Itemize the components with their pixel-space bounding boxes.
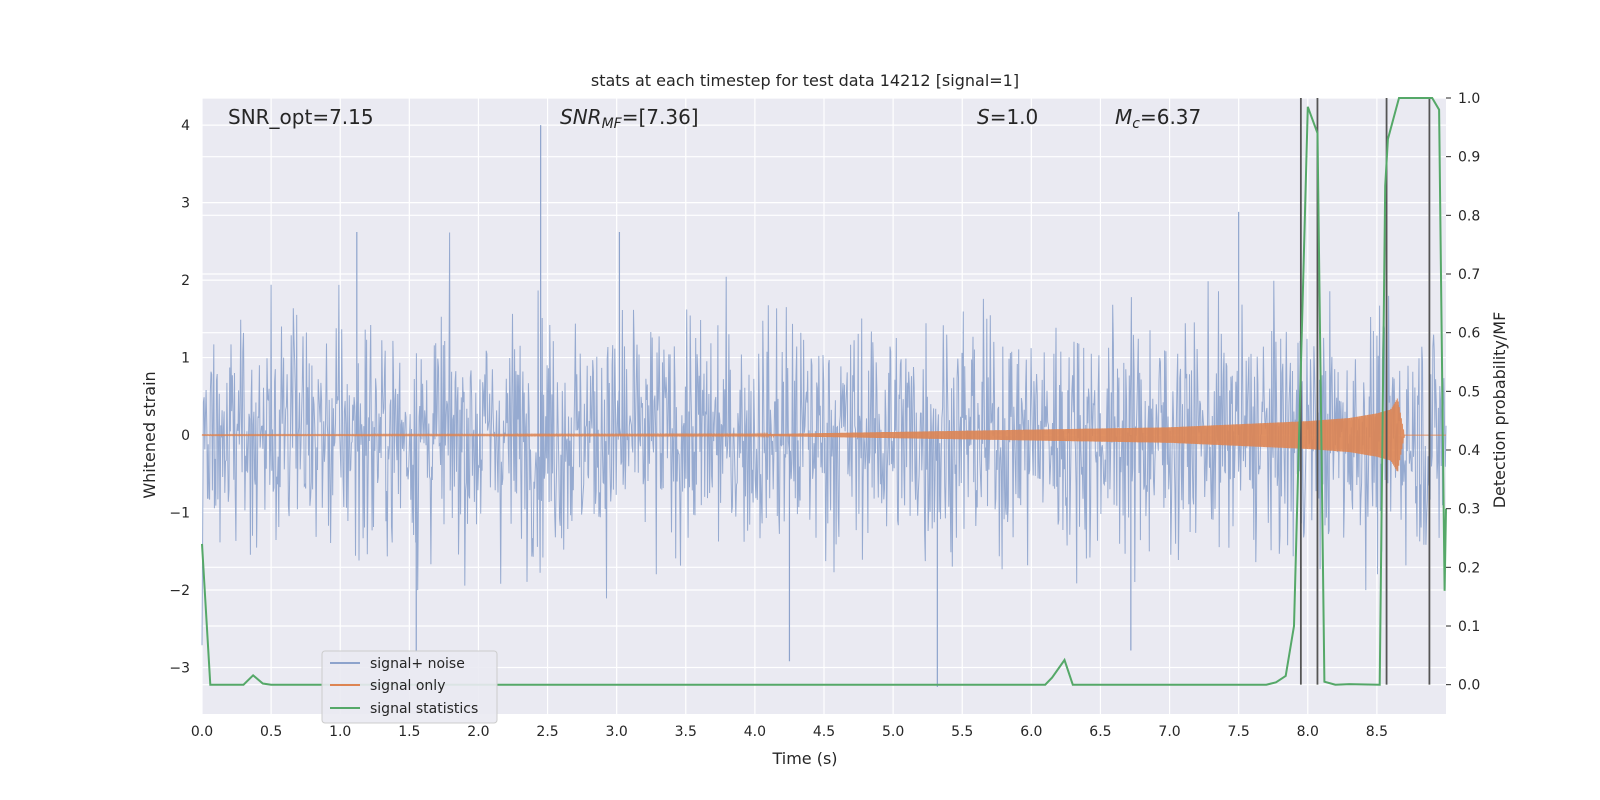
y-right-tick-label: 0.4 xyxy=(1458,443,1480,459)
x-tick-label: 3.0 xyxy=(606,724,628,740)
legend-box xyxy=(321,650,498,724)
statistics-series xyxy=(201,97,1447,686)
y-left-tick-label: 1 xyxy=(181,351,190,367)
chart-title: stats at each timestep for test data 142… xyxy=(591,71,1019,90)
y-right-tick-label: 0.3 xyxy=(1458,502,1480,518)
signal-series xyxy=(201,398,1446,472)
noise-series xyxy=(201,125,1447,687)
annotation-snr-mf: SNRMF=[7.36] xyxy=(560,105,699,132)
y-right-tick-label: 0.0 xyxy=(1458,678,1480,694)
y-left-tick-label: 0 xyxy=(181,428,190,444)
y-right-tick-label: 0.6 xyxy=(1458,326,1480,342)
x-tick-label: 7.0 xyxy=(1158,724,1180,740)
x-tick-label: 6.0 xyxy=(1020,724,1042,740)
noise-trace xyxy=(201,232,1447,646)
x-tick-label: 8.5 xyxy=(1366,724,1388,740)
annotation-s: S=1.0 xyxy=(977,105,1038,129)
y-left-tick-label: −3 xyxy=(169,661,190,677)
x-tick-label: 7.5 xyxy=(1228,724,1250,740)
x-axis-ticks: 0.0 0.5 1.0 1.5 2.0 2.5 3.0 3.5 4.0 4.5 5.0 5.5 6.0 6… xyxy=(191,724,1388,740)
annotation-snr-opt: SNR_opt=7.15 xyxy=(228,105,374,129)
x-tick-label: 0.5 xyxy=(260,724,282,740)
x-axis-label: Time (s) xyxy=(771,749,837,768)
y-right-ticks: 0.0 0.1 0.2 0.3 0.4 0.5 0.6 0.7 0.8 0.9 1.0 xyxy=(1446,91,1480,694)
y-right-tick-label: 0.7 xyxy=(1458,267,1480,283)
x-tick-label: 1.0 xyxy=(329,724,351,740)
x-tick-label: 4.0 xyxy=(744,724,766,740)
y-right-tick-label: 1.0 xyxy=(1458,91,1480,107)
x-tick-label: 0.0 xyxy=(191,724,213,740)
y-right-tick-label: 0.5 xyxy=(1458,384,1480,400)
y-left-ticks: −3 −2 −1 0 1 2 3 4 xyxy=(169,118,190,676)
y-right-axis-label: Detection probability/MF xyxy=(1490,312,1509,509)
legend-label-statistics: signal statistics xyxy=(370,701,478,717)
x-tick-label: 4.5 xyxy=(813,724,835,740)
y-left-tick-label: −1 xyxy=(169,506,190,522)
y-left-axis-label: Whitened strain xyxy=(140,371,159,498)
statistics-line xyxy=(201,97,1447,686)
y-right-tick-label: 0.1 xyxy=(1458,619,1480,635)
x-tick-label: 5.0 xyxy=(882,724,904,740)
y-left-tick-label: −2 xyxy=(169,583,190,599)
legend-label-noise: signal+ noise xyxy=(370,656,465,672)
y-left-tick-label: 4 xyxy=(181,118,190,134)
legend-label-signal: signal only xyxy=(370,678,445,694)
y-right-tick-label: 0.8 xyxy=(1458,208,1480,224)
x-tick-label: 8.0 xyxy=(1297,724,1319,740)
x-tick-label: 5.5 xyxy=(951,724,973,740)
y-right-tick-label: 0.9 xyxy=(1458,150,1480,166)
annotation-mc: Mc=6.37 xyxy=(1115,105,1201,132)
legend: signal+ noise signal only signal statist… xyxy=(321,650,498,724)
y-left-tick-label: 2 xyxy=(181,273,190,289)
signal-trace xyxy=(201,398,1446,472)
x-tick-label: 3.5 xyxy=(675,724,697,740)
y-left-tick-label: 3 xyxy=(181,196,190,212)
x-tick-label: 2.0 xyxy=(467,724,489,740)
x-tick-label: 1.5 xyxy=(398,724,420,740)
y-right-tick-label: 0.2 xyxy=(1458,560,1480,576)
x-tick-label: 2.5 xyxy=(536,724,558,740)
x-tick-label: 6.5 xyxy=(1089,724,1111,740)
